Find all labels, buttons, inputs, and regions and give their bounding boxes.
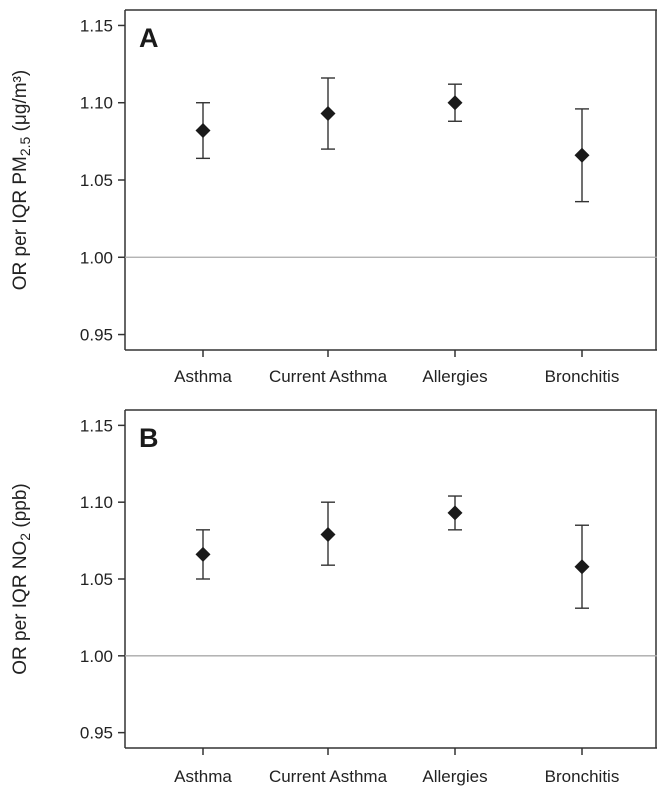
panel-label: B xyxy=(139,423,159,453)
y-axis-label-main: OR per IQR NO xyxy=(10,541,31,675)
diamond-marker xyxy=(447,505,463,521)
data-point-allergies xyxy=(447,83,463,122)
data-point-allergies xyxy=(447,495,463,531)
data-point-bronchitis xyxy=(574,524,590,609)
x-tick-label: Asthma xyxy=(174,367,232,386)
diamond-marker xyxy=(320,526,336,542)
y-tick-label: 1.10 xyxy=(80,493,113,512)
chart-panel-b: 0.95 1.00 1.05 1.10 1.15 Asthma Current Asthma… xyxy=(10,409,657,786)
diamond-marker xyxy=(195,123,211,139)
y-axis-label-subscript: 2 xyxy=(17,533,33,541)
diamond-marker xyxy=(320,106,336,122)
diamond-marker xyxy=(574,559,590,575)
y-tick-label: 1.05 xyxy=(80,570,113,589)
x-tick-label: Asthma xyxy=(174,767,232,786)
diamond-marker xyxy=(447,95,463,111)
data-point-bronchitis xyxy=(574,108,590,203)
y-tick-label: 1.05 xyxy=(80,171,113,190)
x-tick-label: Allergies xyxy=(422,367,487,386)
data-point-asthma xyxy=(195,529,211,580)
y-tick-label: 0.95 xyxy=(80,326,113,345)
data-point-asthma xyxy=(195,102,211,160)
data-point-current-asthma xyxy=(320,77,336,150)
y-axis-label-subscript: 2.5 xyxy=(17,136,33,156)
y-tick-label: 1.15 xyxy=(80,416,113,435)
y-tick-label: 1.10 xyxy=(80,94,113,113)
diamond-marker xyxy=(195,546,211,562)
y-axis-label: OR per IQR PM2.5 (μg/m³) xyxy=(10,70,33,290)
x-tick-label: Current Asthma xyxy=(269,767,388,786)
y-tick-label: 1.15 xyxy=(80,16,113,35)
data-point-current-asthma xyxy=(320,501,336,566)
y-tick-label: 1.00 xyxy=(80,647,113,666)
x-tick-label: Current Asthma xyxy=(269,367,388,386)
y-axis-label: OR per IQR NO2 (ppb) xyxy=(10,483,33,675)
diamond-marker xyxy=(574,147,590,163)
chart-panel-a: 0.95 1.00 1.05 1.10 1.15 Asthma Current Asthma… xyxy=(10,9,657,386)
y-tick-label: 1.00 xyxy=(80,248,113,267)
panel-label: A xyxy=(139,23,159,53)
y-axis-label-unit: (μg/m³) xyxy=(10,70,31,137)
x-tick-label: Bronchitis xyxy=(545,767,620,786)
x-tick-label: Allergies xyxy=(422,767,487,786)
y-tick-label: 0.95 xyxy=(80,724,113,743)
y-axis-label-main: OR per IQR PM xyxy=(10,156,31,290)
x-tick-label: Bronchitis xyxy=(545,367,620,386)
y-axis-label-unit: (ppb) xyxy=(10,483,31,533)
